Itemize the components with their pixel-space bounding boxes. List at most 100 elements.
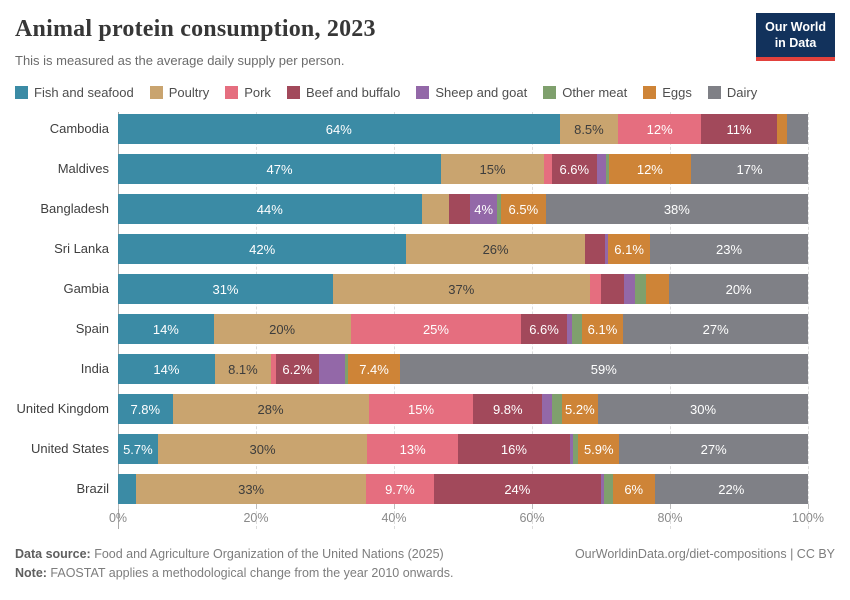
bar-segment-poultry[interactable]: 20% bbox=[213, 314, 351, 344]
bar-segment-eggs[interactable]: 5.2% bbox=[561, 394, 599, 424]
country-label: Cambodia bbox=[49, 121, 109, 136]
bar-segment-pork[interactable]: 15% bbox=[368, 394, 474, 424]
legend-item-pork[interactable]: Pork bbox=[225, 85, 271, 100]
bar-segment-fish-and-seafood[interactable]: 7.8% bbox=[118, 394, 173, 424]
bar-segment-beef-and-buffalo[interactable]: 24% bbox=[433, 474, 601, 504]
bar-segment-dairy[interactable]: 59% bbox=[399, 354, 808, 384]
bar-segment-beef-and-buffalo[interactable]: 6.6% bbox=[551, 154, 597, 184]
segment-value-label: 6.6% bbox=[529, 321, 559, 337]
bar-segment-sheep-and-goat[interactable] bbox=[600, 474, 605, 504]
bar-segment-dairy[interactable]: 38% bbox=[545, 194, 808, 224]
bar-segment-fish-and-seafood[interactable]: 64% bbox=[118, 114, 560, 144]
bar-segment-beef-and-buffalo[interactable] bbox=[584, 234, 605, 264]
note-label: Note: bbox=[15, 566, 47, 580]
bar-segment-other-meat[interactable] bbox=[497, 194, 501, 224]
bar-segment-poultry[interactable] bbox=[421, 194, 450, 224]
legend-label: Other meat bbox=[562, 84, 628, 100]
legend-item-sheep-and-goat[interactable]: Sheep and goat bbox=[416, 85, 527, 100]
bar-segment-poultry[interactable]: 28% bbox=[172, 394, 369, 424]
bar-segment-other-meat[interactable] bbox=[573, 434, 579, 464]
axis-tickmarks bbox=[118, 504, 809, 509]
bar-segment-eggs[interactable]: 6.1% bbox=[581, 314, 624, 344]
bar-segment-poultry[interactable]: 26% bbox=[406, 234, 585, 264]
bar-segment-pork[interactable]: 25% bbox=[350, 314, 522, 344]
bar-segment-dairy[interactable]: 27% bbox=[619, 434, 808, 464]
legend-item-fish-and-seafood[interactable]: Fish and seafood bbox=[15, 85, 134, 100]
bar-segment-other-meat[interactable] bbox=[635, 274, 647, 304]
bar-rows: Cambodia 64% 8.5% 12% 11% Maldives 47% 15% 6.6% 1… bbox=[17, 114, 808, 504]
bar-segment-eggs[interactable] bbox=[646, 274, 670, 304]
bar-segment-other-meat[interactable] bbox=[551, 394, 562, 424]
bar-segment-pork[interactable]: 12% bbox=[618, 114, 702, 144]
legend-swatch-icon bbox=[543, 85, 557, 99]
bar-segment-other-meat[interactable] bbox=[604, 474, 613, 504]
segment-value-label: 30% bbox=[689, 401, 717, 417]
legend-item-other-meat[interactable]: Other meat bbox=[543, 85, 627, 100]
bar-segment-beef-and-buffalo[interactable]: 11% bbox=[701, 114, 777, 144]
bar-segment-sheep-and-goat[interactable] bbox=[604, 234, 609, 264]
bar-segment-sheep-and-goat[interactable] bbox=[569, 434, 574, 464]
bar-segment-dairy[interactable]: 27% bbox=[623, 314, 808, 344]
bar-segment-fish-and-seafood[interactable] bbox=[118, 474, 137, 504]
legend-item-eggs[interactable]: Eggs bbox=[643, 85, 692, 100]
bar-segment-poultry[interactable]: 33% bbox=[136, 474, 367, 504]
bar-segment-sheep-and-goat[interactable] bbox=[596, 154, 606, 184]
bar-segment-beef-and-buffalo[interactable]: 16% bbox=[458, 434, 570, 464]
stacked-bar-chart: Cambodia 64% 8.5% 12% 11% Maldives 47% 15% 6.6% 1… bbox=[15, 112, 835, 529]
license-link[interactable]: OurWorldinData.org/diet-compositions | C… bbox=[574, 547, 835, 561]
bar-segment-dairy[interactable]: 22% bbox=[654, 474, 808, 504]
bar-segment-beef-and-buffalo[interactable]: 6.2% bbox=[275, 354, 319, 384]
bar-segment-poultry[interactable]: 8.1% bbox=[214, 354, 271, 384]
bar-segment-fish-and-seafood[interactable]: 44% bbox=[118, 194, 422, 224]
bar-segment-eggs[interactable]: 7.4% bbox=[348, 354, 400, 384]
bar-segment-fish-and-seafood[interactable]: 14% bbox=[118, 314, 214, 344]
bar-segment-dairy[interactable]: 23% bbox=[650, 234, 808, 264]
bar-segment-pork[interactable] bbox=[544, 154, 552, 184]
legend-item-dairy[interactable]: Dairy bbox=[707, 85, 757, 100]
bar-segment-pork[interactable] bbox=[589, 274, 601, 304]
bar-segment-sheep-and-goat[interactable] bbox=[624, 274, 636, 304]
bar-segment-eggs[interactable]: 12% bbox=[608, 154, 692, 184]
bar-segment-eggs[interactable]: 6.1% bbox=[608, 234, 651, 264]
bar-segment-poultry[interactable]: 37% bbox=[332, 274, 590, 304]
bar-segment-sheep-and-goat[interactable] bbox=[542, 394, 552, 424]
segment-value-label: 37% bbox=[448, 281, 475, 297]
bar-segment-sheep-and-goat[interactable] bbox=[318, 354, 345, 384]
x-tick-label: 0% bbox=[108, 511, 128, 525]
bar-segment-fish-and-seafood[interactable]: 14% bbox=[118, 354, 215, 384]
bar-segment-fish-and-seafood[interactable]: 31% bbox=[118, 274, 333, 304]
bar-segment-pork[interactable]: 9.7% bbox=[366, 474, 434, 504]
stacked-bar: 7.8% 28% 15% 9.8% 5.2% 30% bbox=[118, 394, 808, 424]
bar-segment-poultry[interactable]: 15% bbox=[441, 154, 545, 184]
segment-value-label: 12% bbox=[646, 121, 673, 137]
segment-value-label: 14% bbox=[152, 321, 179, 337]
bar-segment-fish-and-seafood[interactable]: 47% bbox=[118, 154, 441, 184]
bar-segment-pork[interactable]: 13% bbox=[367, 434, 459, 464]
bar-segment-pork[interactable] bbox=[270, 354, 276, 384]
bar-segment-beef-and-buffalo[interactable] bbox=[600, 274, 625, 304]
legend-item-poultry[interactable]: Poultry bbox=[149, 85, 209, 100]
segment-value-label: 4% bbox=[474, 201, 494, 217]
bar-segment-beef-and-buffalo[interactable] bbox=[449, 194, 470, 224]
bar-segment-eggs[interactable]: 5.9% bbox=[578, 434, 620, 464]
bar-segment-other-meat[interactable] bbox=[344, 354, 349, 384]
bar-segment-poultry[interactable]: 30% bbox=[157, 434, 368, 464]
bar-segment-dairy[interactable]: 20% bbox=[669, 274, 808, 304]
bar-segment-fish-and-seafood[interactable]: 42% bbox=[118, 234, 407, 264]
bar-segment-other-meat[interactable] bbox=[605, 154, 609, 184]
bar-segment-dairy[interactable]: 30% bbox=[598, 394, 808, 424]
bar-segment-beef-and-buffalo[interactable]: 6.6% bbox=[521, 314, 567, 344]
bar-segment-dairy[interactable]: 17% bbox=[691, 154, 808, 184]
owid-logo[interactable]: Our World in Data bbox=[756, 13, 835, 61]
bar-segment-eggs[interactable] bbox=[776, 114, 788, 144]
bar-segment-eggs[interactable]: 6.5% bbox=[500, 194, 546, 224]
bar-segment-poultry[interactable]: 8.5% bbox=[559, 114, 619, 144]
bar-segment-other-meat[interactable] bbox=[572, 314, 582, 344]
bar-segment-dairy[interactable] bbox=[787, 114, 808, 144]
legend-item-beef-and-buffalo[interactable]: Beef and buffalo bbox=[286, 85, 400, 100]
bar-segment-sheep-and-goat[interactable] bbox=[566, 314, 573, 344]
bar-segment-beef-and-buffalo[interactable]: 9.8% bbox=[473, 394, 543, 424]
bar-segment-sheep-and-goat[interactable]: 4% bbox=[469, 194, 498, 224]
bar-segment-eggs[interactable]: 6% bbox=[612, 474, 655, 504]
bar-segment-fish-and-seafood[interactable]: 5.7% bbox=[118, 434, 158, 464]
